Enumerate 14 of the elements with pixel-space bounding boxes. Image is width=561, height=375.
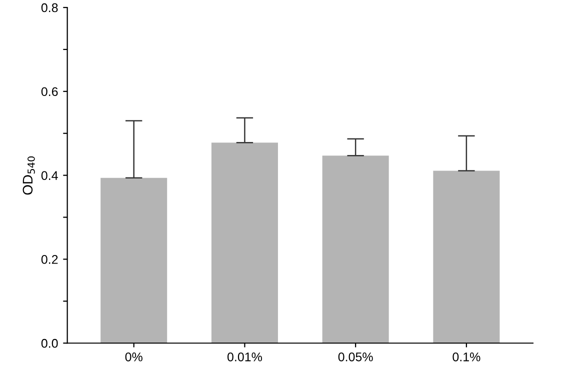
bar [433, 170, 500, 344]
x-tick-label: 0.01% [227, 352, 262, 362]
bar [322, 156, 389, 344]
y-tick-label: 0.6 [41, 87, 58, 96]
bar [100, 178, 168, 344]
bar [211, 142, 278, 344]
y-axis-title: OD$_{540}$ [22, 156, 35, 195]
y-tick-label: 0.4 [41, 171, 58, 180]
y-tick-label: 0.0 [41, 338, 58, 348]
x-tick-label: 0% [125, 352, 142, 362]
x-tick-label: 0.05% [338, 352, 373, 362]
y-tick-label: 0.2 [41, 255, 58, 264]
x-tick-label: 0.1% [452, 352, 480, 362]
y-tick-label: 0.8 [41, 3, 58, 12]
